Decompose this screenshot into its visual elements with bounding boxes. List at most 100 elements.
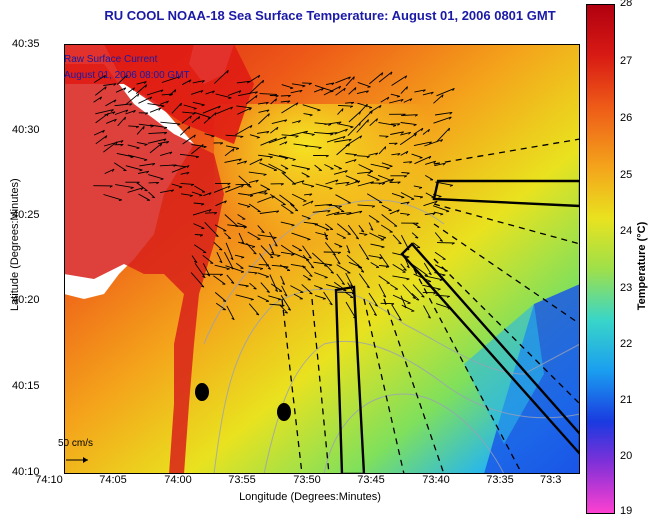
current-vector (147, 138, 167, 144)
current-vector-head (374, 304, 378, 307)
current-vector-head (406, 86, 408, 90)
current-vector (136, 141, 148, 145)
current-vector-head (329, 187, 333, 190)
current-vectors (93, 69, 455, 321)
current-vector (270, 98, 277, 105)
current-vector-head (393, 124, 397, 127)
current-vector-head (287, 308, 291, 311)
current-vector-head (322, 298, 326, 300)
current-vector-head (359, 122, 361, 126)
current-vector (335, 181, 350, 185)
current-vector-head (359, 210, 363, 214)
current-vector (148, 181, 159, 184)
current-vector-head (143, 126, 145, 130)
current-vector (336, 143, 350, 156)
current-legend-title: Raw Surface Current (64, 54, 158, 65)
current-vector (249, 158, 263, 166)
current-vector (291, 180, 305, 185)
current-vector-head (238, 90, 242, 94)
current-vector-head (404, 75, 408, 79)
current-vector-head (238, 158, 242, 162)
current-vector-head (406, 265, 410, 269)
current-vector-head (391, 303, 395, 306)
current-vector (380, 224, 393, 233)
current-vector-head (321, 88, 324, 91)
current-vector (214, 264, 230, 270)
current-vector (128, 125, 139, 128)
current-vector-head (267, 267, 271, 270)
current-vector (303, 113, 313, 116)
current-vector-head (160, 143, 163, 147)
current-vector-head (447, 307, 451, 310)
current-vector (345, 76, 355, 87)
current-vector-head (284, 157, 288, 160)
current-vector-head (208, 192, 212, 196)
current-vector-head (265, 264, 270, 267)
current-vector-head (246, 206, 251, 208)
scale-label: 50 cm/s (58, 438, 94, 449)
current-vector (369, 232, 384, 241)
current-vector (400, 150, 409, 156)
current-vector-head (381, 72, 384, 76)
current-vector (271, 264, 289, 268)
current-vector (238, 232, 245, 245)
current-vector-head (398, 242, 402, 245)
current-vector-head (202, 275, 206, 279)
current-vector-head (250, 125, 253, 129)
current-vector-head (427, 129, 430, 133)
current-vector (337, 223, 351, 235)
colorbar-tick: 21 (620, 394, 633, 406)
current-vector (391, 192, 405, 198)
current-vector (304, 193, 313, 196)
current-vector (281, 285, 288, 297)
current-vector (423, 262, 432, 275)
current-vector (336, 123, 354, 128)
current-vector (301, 284, 313, 295)
current-vector (434, 251, 446, 260)
current-vector-head (381, 246, 385, 249)
current-vector-head (200, 285, 205, 288)
current-vector-head (232, 148, 235, 152)
current-vector (291, 120, 301, 124)
current-vector (181, 115, 192, 124)
current-vector-head (226, 70, 229, 74)
current-vector-head (442, 162, 446, 166)
current-vector (302, 265, 313, 277)
current-vector (115, 87, 126, 93)
current-vector-head (150, 125, 154, 128)
current-vector (379, 135, 389, 137)
current-vector (161, 75, 181, 83)
current-vector-head (347, 250, 351, 254)
current-vector-head (192, 112, 196, 115)
current-vector-head (325, 155, 329, 158)
current-vector (378, 234, 387, 239)
current-vector-head (325, 237, 328, 241)
current-vector (236, 160, 247, 165)
current-vector-head (310, 266, 314, 269)
current-vector (248, 265, 263, 270)
current-vector (390, 93, 400, 97)
current-vector (378, 178, 394, 185)
current-vector (236, 80, 250, 84)
cool-water-region (464, 304, 544, 444)
current-vector-head (171, 189, 174, 193)
colorbar-tick: 20 (620, 450, 633, 462)
current-vector (411, 263, 428, 276)
current-vector (257, 113, 270, 125)
current-vector-head (248, 186, 252, 188)
current-vector (392, 294, 411, 304)
current-vector-head (284, 136, 287, 140)
current-vector-head (406, 278, 410, 281)
current-vector (357, 102, 373, 108)
colorbar-tick: 19 (620, 505, 633, 517)
x-tick-label: 73:3 (540, 474, 562, 486)
current-vector-head (158, 107, 162, 111)
current-vector-head (366, 90, 369, 94)
current-vector-head (214, 112, 217, 116)
current-vector (202, 254, 214, 264)
current-vector (390, 131, 404, 135)
current-vector-head (264, 192, 268, 195)
current-vector (333, 170, 348, 175)
current-vector (193, 111, 211, 119)
current-vector (312, 210, 331, 213)
